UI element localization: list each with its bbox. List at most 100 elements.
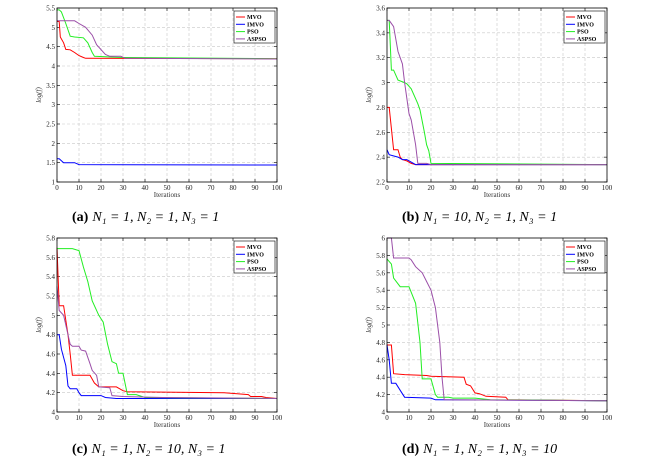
- y-tick-label: 5.8: [376, 252, 385, 260]
- y-tick-label: 2: [52, 140, 56, 148]
- x-tick-label: 10: [406, 414, 414, 422]
- subplot-a: 0 10 20 30 40 50 60 70 80 90 100 1 1.5 2 2.5 3 3.5 4 4.5 5 5…: [35, 5, 283, 226]
- caption-label: (a): [72, 210, 89, 225]
- caption-text: N₁ = 1, N₂ = 1, N₃ = 1: [91, 210, 219, 225]
- x-tick-label: 20: [98, 414, 106, 422]
- y-tick-label: 5.2: [46, 293, 55, 301]
- series-line-aspso: [387, 19, 607, 166]
- caption-text: N₁ = 10, N₂ = 1, N₃ = 1: [422, 210, 557, 225]
- legend-label: PSO: [247, 30, 259, 36]
- y-tick-label: 4.6: [46, 351, 55, 359]
- y-tick-label: 4: [382, 409, 386, 417]
- y-tick-label: 4.5: [46, 43, 55, 51]
- y-tick-label: 5.6: [46, 254, 55, 262]
- legend-label: ASPSO: [577, 267, 597, 273]
- legend-label: IMVO: [577, 22, 594, 28]
- x-tick-label: 60: [516, 414, 524, 422]
- x-tick-label: 100: [602, 184, 613, 192]
- y-tick-label: 5: [382, 322, 386, 330]
- x-tick-label: 60: [516, 184, 524, 192]
- caption-label: (b): [402, 210, 419, 225]
- x-tick-label: 10: [76, 184, 84, 192]
- legend-label: PSO: [247, 260, 259, 266]
- series-line-imvo: [57, 334, 277, 399]
- series-line-imvo: [386, 149, 607, 166]
- legend-label: IMVO: [247, 252, 264, 258]
- x-tick-label: 60: [186, 414, 194, 422]
- x-tick-label: 30: [450, 184, 458, 192]
- subplot-caption: (a) N₁ = 1, N₂ = 1, N₃ = 1: [72, 210, 219, 225]
- y-tick-label: 5.6: [376, 269, 385, 277]
- x-tick-label: 100: [272, 184, 283, 192]
- subplot-c: 0 10 20 30 40 50 60 70 80 90 100 4 4.2 4.4 4.6 4.8 5 5.2 5…: [35, 235, 283, 458]
- subplot-caption: (b) N₁ = 10, N₂ = 1, N₃ = 1: [402, 210, 557, 225]
- x-axis-label: Iterations: [484, 421, 511, 429]
- caption-text: N₁ = 1, N₂ = 1, N₃ = 10: [422, 442, 557, 457]
- series-line-pso: [57, 248, 278, 399]
- legend-label: PSO: [577, 260, 589, 266]
- legend-box: [233, 240, 276, 274]
- caption-label: (c): [72, 442, 88, 457]
- legend-label: MVO: [577, 15, 592, 21]
- subplot-caption: (d) N₁ = 1, N₂ = 1, N₃ = 10: [402, 442, 557, 457]
- x-tick-label: 0: [55, 184, 59, 192]
- axes-frame: [386, 7, 608, 183]
- y-axis-label: log(f): [365, 87, 373, 103]
- y-axis-label: log(f): [365, 317, 373, 333]
- x-tick-label: 40: [142, 414, 150, 422]
- x-tick-label: 100: [602, 414, 613, 422]
- x-tick-label: 50: [164, 414, 172, 422]
- y-tick-label: 2.8: [376, 104, 385, 112]
- series-line-pso: [386, 258, 608, 402]
- caption-label: (d): [402, 442, 419, 457]
- legend-label: MVO: [247, 245, 262, 251]
- x-axis-label: Iterations: [484, 191, 511, 199]
- y-tick-label: 5.5: [46, 5, 55, 13]
- y-tick-label: 4.2: [376, 391, 385, 399]
- legend-label: MVO: [577, 245, 592, 251]
- x-tick-label: 0: [385, 184, 389, 192]
- axes-frame: [56, 7, 278, 183]
- y-tick-label: 5: [52, 312, 56, 320]
- y-tick-label: 1.5: [46, 159, 55, 167]
- y-tick-label: 2.6: [376, 129, 385, 137]
- series-line-aspso: [57, 20, 278, 60]
- x-axis-label: Iterations: [154, 191, 181, 199]
- y-tick-label: 4.6: [376, 356, 385, 364]
- series-line-imvo: [386, 344, 608, 402]
- x-tick-label: 10: [76, 414, 84, 422]
- series-line-mvo: [387, 106, 607, 166]
- legend-label: PSO: [577, 30, 589, 36]
- y-tick-label: 2.4: [376, 154, 385, 162]
- x-tick-label: 30: [120, 414, 128, 422]
- y-tick-label: 6: [382, 235, 386, 243]
- legend-label: MVO: [247, 15, 262, 21]
- legend-label: ASPSO: [247, 267, 267, 273]
- x-tick-label: 100: [272, 414, 283, 422]
- legend-label: ASPSO: [577, 37, 597, 43]
- series-line-aspso: [56, 286, 278, 399]
- legend-box: [563, 240, 606, 274]
- y-tick-label: 5.8: [46, 235, 55, 243]
- y-tick-label: 3.4: [376, 29, 385, 37]
- x-tick-label: 70: [208, 184, 216, 192]
- legend-box: [233, 10, 276, 44]
- y-tick-label: 3: [382, 79, 386, 87]
- y-tick-label: 4.4: [376, 374, 385, 382]
- x-tick-label: 50: [164, 184, 172, 192]
- x-tick-label: 80: [560, 184, 568, 192]
- x-tick-label: 90: [582, 414, 590, 422]
- subplot-d: 0 10 20 30 40 50 60 70 80 90 100 4 4.2 4.4 4.6 4.8 5 5.2 5…: [365, 235, 613, 458]
- x-tick-label: 90: [252, 184, 260, 192]
- series-line-imvo: [57, 158, 278, 166]
- x-tick-label: 40: [142, 184, 150, 192]
- series-line-aspso: [387, 237, 608, 402]
- y-tick-label: 4.2: [46, 389, 55, 397]
- x-tick-label: 50: [494, 184, 502, 192]
- y-tick-label: 5.4: [46, 273, 55, 281]
- x-tick-label: 80: [230, 414, 238, 422]
